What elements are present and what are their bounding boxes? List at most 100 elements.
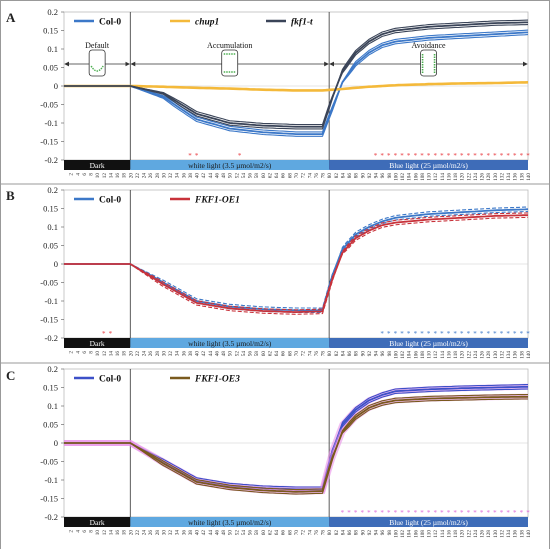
light-condition-label: Blue light (25 µmol/m2/s)	[389, 518, 468, 527]
x-tick-label: 68	[287, 530, 293, 536]
x-tick-label: 64	[274, 173, 280, 179]
light-condition-bar	[329, 160, 528, 170]
x-tick-label: 140	[526, 530, 532, 538]
series-line	[64, 214, 528, 314]
y-tick-label: 0.2	[47, 185, 58, 195]
significance-star: *	[486, 330, 490, 338]
x-tick-label: 126	[480, 530, 486, 538]
x-tick-label: 132	[499, 530, 505, 538]
x-tick-label: 8	[89, 351, 95, 354]
x-tick-label: 12	[102, 351, 108, 357]
series-line	[64, 81, 529, 92]
x-tick-label: 112	[433, 173, 439, 181]
x-tick-label: 124	[473, 351, 479, 359]
x-tick-label: 48	[221, 173, 227, 179]
light-condition-label: Dark	[90, 161, 105, 170]
y-tick-label: 0.05	[43, 420, 58, 430]
y-tick-label: -0.1	[45, 475, 58, 485]
significance-star: *	[374, 152, 378, 160]
x-tick-label: 6	[82, 530, 88, 533]
significance-star: *	[102, 330, 106, 338]
x-tick-label: 110	[427, 173, 433, 181]
x-tick-label: 92	[367, 351, 373, 357]
leaf-cell-icon	[420, 49, 437, 77]
x-tick-label: 114	[440, 351, 446, 359]
light-condition-bar	[329, 517, 528, 527]
x-tick-label: 24	[142, 173, 148, 179]
x-tick-label: 88	[354, 173, 360, 179]
x-tick-label: 62	[267, 351, 273, 357]
series-line	[64, 19, 529, 126]
x-tick-label: 94	[374, 351, 380, 357]
light-condition-bar	[130, 338, 330, 348]
x-tick-label: 72	[301, 530, 307, 536]
x-tick-label: 30	[161, 530, 167, 536]
x-tick-label: 98	[387, 173, 393, 179]
significance-star: *	[440, 509, 444, 517]
x-tick-label: 56	[248, 351, 254, 357]
significance-star: *	[433, 330, 437, 338]
significance-star: *	[427, 330, 431, 338]
significance-star: *	[500, 509, 504, 517]
x-tick-label: 102	[400, 173, 406, 181]
x-tick-label: 102	[400, 351, 406, 359]
legend-label: FKF1-OE3	[194, 375, 240, 385]
significance-star: *	[506, 152, 510, 160]
x-tick-label: 2	[69, 351, 75, 354]
significance-star: *	[480, 509, 484, 517]
x-tick-label: 118	[453, 351, 459, 359]
y-tick-label: -0.2	[45, 155, 58, 165]
x-tick-label: 62	[267, 173, 273, 179]
x-tick-label: 134	[506, 173, 512, 181]
significance-star: *	[440, 152, 444, 160]
x-tick-label: 82	[334, 530, 340, 536]
x-tick-label: 4	[75, 351, 81, 354]
x-tick-label: 120	[460, 530, 466, 538]
y-tick-label: -0.2	[45, 333, 58, 343]
x-tick-label: 50	[228, 351, 234, 357]
x-tick-label: 78	[321, 173, 327, 179]
light-condition-label: Blue light (25 µmol/m2/s)	[389, 339, 468, 348]
significance-star: *	[414, 152, 418, 160]
x-tick-label: 70	[294, 351, 300, 357]
x-tick-label: 90	[360, 530, 366, 536]
x-tick-label: 130	[493, 351, 499, 359]
x-tick-label: 100	[393, 351, 399, 359]
y-tick-label: -0.1	[45, 118, 58, 128]
y-tick-label: 0.1	[47, 44, 58, 54]
significance-star: *	[414, 330, 418, 338]
significance-star: *	[493, 509, 497, 517]
series-line	[64, 395, 528, 493]
x-tick-label: 96	[380, 530, 386, 536]
x-tick-label: 94	[374, 530, 380, 536]
significance-star: *	[347, 509, 351, 517]
x-tick-label: 66	[281, 173, 287, 179]
significance-star: *	[513, 152, 517, 160]
y-tick-label: -0.05	[40, 278, 58, 288]
x-tick-label: 18	[122, 351, 128, 357]
significance-star: *	[400, 330, 404, 338]
series-line	[64, 393, 529, 491]
x-tick-label: 60	[261, 351, 267, 357]
x-tick-label: 50	[228, 530, 234, 536]
significance-star: *	[407, 152, 411, 160]
significance-star: *	[380, 330, 384, 338]
x-tick-label: 12	[102, 530, 108, 536]
x-tick-label: 22	[135, 173, 141, 179]
significance-star: *	[414, 509, 418, 517]
significance-star: *	[407, 509, 411, 517]
x-tick-label: 98	[387, 530, 393, 536]
x-tick-label: 104	[407, 351, 413, 359]
significance-star: *	[453, 330, 457, 338]
significance-star: *	[460, 330, 464, 338]
y-tick-label: 0.2	[47, 7, 58, 17]
x-tick-label: 52	[234, 173, 240, 179]
x-tick-label: 94	[374, 173, 380, 179]
light-condition-bar	[329, 338, 528, 348]
y-tick-label: 0.15	[43, 383, 58, 393]
x-tick-label: 26	[148, 351, 154, 357]
x-tick-label: 14	[108, 173, 114, 179]
x-tick-label: 138	[519, 530, 525, 538]
x-tick-label: 40	[195, 173, 201, 179]
